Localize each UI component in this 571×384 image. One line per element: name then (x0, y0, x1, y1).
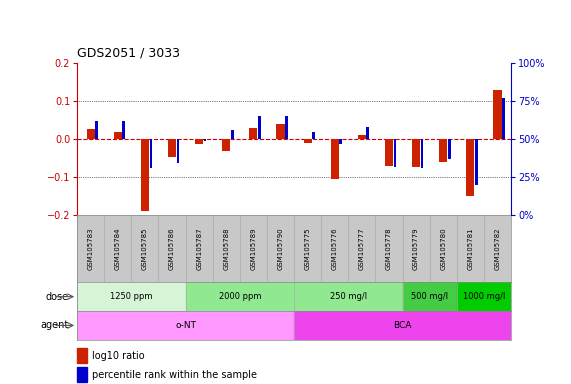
Bar (276, 124, 284, 139)
Bar (195, 139, 203, 144)
Text: GDS2051 / 3033: GDS2051 / 3033 (77, 46, 180, 60)
Bar (331, 139, 339, 179)
Text: GSM105782: GSM105782 (494, 227, 501, 270)
Text: log10 ratio: log10 ratio (92, 351, 144, 361)
Bar (150, 139, 152, 168)
Text: dose: dose (45, 291, 69, 302)
Bar (457, 282, 511, 311)
Bar (294, 311, 511, 340)
Text: GSM105788: GSM105788 (223, 227, 230, 270)
Bar (114, 132, 122, 139)
Bar (493, 90, 501, 139)
Text: GSM105777: GSM105777 (359, 227, 365, 270)
Text: 500 mg/l: 500 mg/l (411, 292, 448, 301)
Bar (358, 135, 366, 139)
Bar (141, 139, 149, 211)
Text: o-NT: o-NT (175, 321, 196, 330)
Text: GSM105784: GSM105784 (115, 227, 121, 270)
Bar (367, 127, 369, 139)
Text: GSM105790: GSM105790 (278, 227, 284, 270)
Bar (339, 139, 342, 144)
Bar (448, 139, 451, 159)
Bar (304, 139, 312, 143)
Text: BCA: BCA (393, 321, 412, 330)
Text: GSM105780: GSM105780 (440, 227, 447, 270)
Text: GSM105776: GSM105776 (332, 227, 338, 270)
Bar (502, 98, 505, 139)
Bar (385, 139, 393, 166)
Bar (285, 116, 288, 139)
Bar (186, 282, 294, 311)
Text: GSM105783: GSM105783 (87, 227, 94, 270)
Bar (258, 116, 261, 139)
Text: GSM105789: GSM105789 (250, 227, 256, 270)
Text: percentile rank within the sample: percentile rank within the sample (92, 370, 257, 380)
Bar (87, 129, 95, 139)
Text: GSM105779: GSM105779 (413, 227, 419, 270)
Bar (393, 139, 396, 167)
Text: 1000 mg/l: 1000 mg/l (463, 292, 505, 301)
Bar (250, 128, 258, 139)
Bar (231, 130, 234, 139)
Bar (95, 121, 98, 139)
Text: 1250 ppm: 1250 ppm (110, 292, 152, 301)
Text: GSM105781: GSM105781 (467, 227, 473, 270)
Bar (77, 282, 186, 311)
Bar (77, 311, 294, 340)
Bar (168, 139, 176, 157)
Bar (312, 132, 315, 139)
Bar (412, 139, 420, 167)
Text: GSM105778: GSM105778 (386, 227, 392, 270)
Bar (204, 139, 207, 141)
Text: GSM105787: GSM105787 (196, 227, 202, 270)
Bar (475, 139, 478, 185)
Bar (222, 139, 230, 151)
Text: GSM105775: GSM105775 (304, 227, 311, 270)
Bar (176, 139, 179, 164)
Text: agent: agent (40, 320, 69, 331)
Text: 2000 ppm: 2000 ppm (219, 292, 261, 301)
Bar (294, 282, 403, 311)
Text: 250 mg/l: 250 mg/l (329, 292, 367, 301)
Text: GSM105786: GSM105786 (169, 227, 175, 270)
Bar (467, 139, 475, 196)
Text: GSM105785: GSM105785 (142, 227, 148, 270)
Bar (403, 282, 457, 311)
Bar (122, 121, 125, 139)
Bar (439, 139, 447, 162)
Bar (421, 139, 424, 168)
